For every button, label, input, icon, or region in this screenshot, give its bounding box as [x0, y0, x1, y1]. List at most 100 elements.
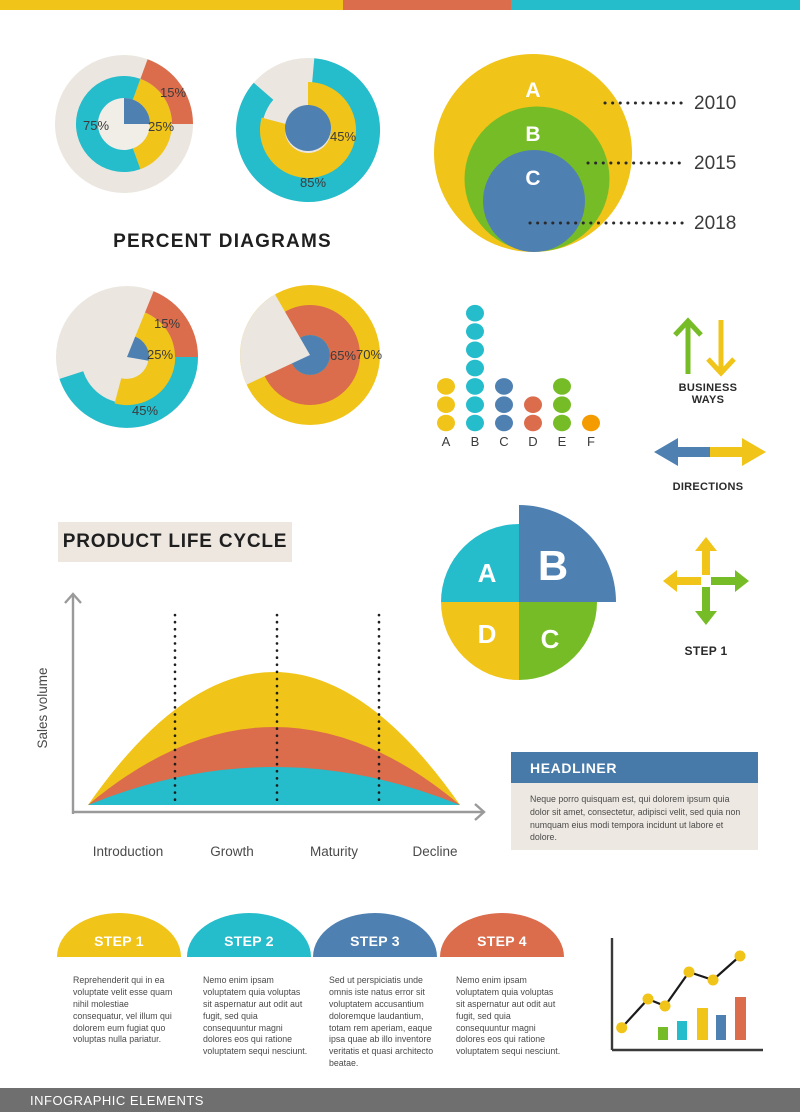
quadrant-circle-chart: A B C D	[441, 505, 616, 680]
step3-text: Sed ut perspiciatis unde omnis iste natu…	[329, 975, 434, 1069]
cross-arrow-right-icon	[711, 570, 749, 592]
plc-ylabel: Sales volume	[35, 667, 50, 748]
nested-circles-chart: A B C	[434, 54, 687, 252]
step4-text: Nemo enim ipsam voluptatem quia voluptas…	[456, 975, 561, 1057]
step1-dome: STEP 1	[57, 913, 181, 957]
step4-dome: STEP 4	[440, 913, 564, 957]
dot-column-d	[524, 396, 542, 432]
year-2010: 2010	[694, 93, 737, 114]
quadrant-label-d: D	[478, 619, 497, 649]
business-ways-label: BUSINESS WAYS	[678, 382, 738, 406]
step-card-2: STEP 2 Nemo enim ipsam voluptatem quia v…	[187, 913, 311, 1058]
donut3-red-arc	[145, 291, 198, 357]
step1-title: STEP 1	[94, 933, 144, 949]
trend-axes	[610, 938, 763, 1052]
donut3-label-45: 45%	[132, 403, 158, 418]
donut-chart-3: 15% 25% 45%	[56, 286, 198, 428]
year-2015: 2015	[694, 153, 737, 174]
product-life-cycle-chart: Sales volume Introduction Growth Maturit…	[35, 592, 486, 859]
dot-column-f	[582, 414, 600, 432]
plc-stage-introduction: Introduction	[93, 844, 164, 859]
nested-circle-c	[483, 150, 585, 252]
year-2018: 2018	[694, 213, 737, 234]
arrow-down-icon	[706, 320, 736, 377]
donut1-yellow-arc	[132, 78, 172, 170]
footer-title: INFOGRAPHIC ELEMENTS	[30, 1092, 204, 1108]
headliner-body: Neque porro quisquam est, qui dolorem ip…	[511, 783, 758, 850]
plc-stage-decline: Decline	[412, 844, 457, 859]
nested-label-b: B	[525, 123, 540, 146]
donut4-label-65: 65%	[330, 348, 356, 363]
trend-bars	[658, 997, 746, 1040]
step4-title: STEP 4	[477, 933, 527, 949]
donut3-label-15: 15%	[154, 316, 180, 331]
step-card-1: STEP 1 Reprehenderit qui in ea voluptate…	[57, 913, 181, 1046]
headliner-title: HEADLINER	[530, 759, 618, 776]
quadrant-label-c: C	[541, 624, 560, 654]
donut4-beige-wedge	[240, 294, 310, 385]
cross-arrow-up-icon	[695, 537, 717, 575]
quadrant-b	[519, 505, 616, 602]
directions-label: DIRECTIONS	[672, 481, 744, 493]
step-card-4: STEP 4 Nemo enim ipsam voluptatem quia v…	[440, 913, 564, 1058]
donut2-label-85: 85%	[300, 175, 326, 190]
dot-column-chart: A B C D E F	[437, 304, 600, 449]
donut3-yellow-arc	[114, 312, 176, 406]
trend-line-markers	[616, 950, 746, 1034]
trend-mini-chart	[610, 938, 763, 1052]
dot-column-c	[495, 378, 513, 432]
footer-bar: INFOGRAPHIC ELEMENTS	[0, 1088, 800, 1112]
donut1-red-arc	[140, 59, 193, 125]
donut1-teal-arc	[75, 76, 141, 172]
business-ways-arrows	[673, 317, 736, 377]
plc-stage-maturity: Maturity	[310, 844, 358, 859]
arrow-left-icon	[654, 438, 710, 466]
dot-cat-c: C	[499, 434, 508, 449]
step3-dome: STEP 3	[313, 913, 437, 957]
arrow-right-icon	[710, 438, 766, 466]
directions-arrow	[654, 438, 766, 466]
nested-label-a: A	[525, 79, 540, 102]
step1-text: Reprehenderit qui in ea voluptate velit …	[73, 975, 173, 1045]
donut3-label-25: 25%	[147, 347, 173, 362]
dot-cat-e: E	[558, 434, 567, 449]
dot-column-a	[437, 378, 455, 432]
donut-chart-4: 65% 70%	[240, 285, 382, 425]
quadrant-label-b: B	[538, 542, 568, 589]
nested-label-c: C	[525, 167, 540, 190]
dot-cat-d: D	[528, 434, 537, 449]
percent-diagrams-heading: PERCENT DIAGRAMS	[113, 231, 332, 252]
step2-title: STEP 2	[224, 933, 274, 949]
donut1-label-75: 75%	[83, 118, 109, 133]
step-card-3: STEP 3 Sed ut perspiciatis unde omnis is…	[313, 913, 437, 1070]
headliner-header: HEADLINER	[511, 752, 758, 783]
plc-axes	[64, 592, 486, 821]
donut1-label-15: 15%	[160, 85, 186, 100]
donut2-yellow-arc	[259, 82, 356, 178]
dot-column-b	[466, 304, 484, 432]
donut-chart-1: 75% 25% 15%	[55, 55, 193, 193]
donut2-label-45: 45%	[330, 129, 356, 144]
step2-dome: STEP 2	[187, 913, 311, 957]
plc-stage-growth: Growth	[210, 844, 254, 859]
donut4-label-70: 70%	[356, 347, 382, 362]
top-bar-yellow	[0, 0, 343, 10]
cross-arrow-left-icon	[663, 570, 701, 592]
donut2-blue-center	[285, 105, 331, 151]
top-bar-teal	[511, 0, 800, 10]
dot-cat-b: B	[471, 434, 480, 449]
top-bar-red	[343, 0, 511, 10]
step2-text: Nemo enim ipsam voluptatem quia voluptas…	[203, 975, 308, 1057]
cross-arrow-down-icon	[695, 587, 717, 625]
cross-step-label: STEP 1	[684, 644, 728, 658]
dot-cat-f: F	[587, 434, 595, 449]
donut1-blue-wedge	[124, 98, 150, 124]
quadrant-c	[519, 602, 597, 680]
donut1-label-25: 25%	[148, 119, 174, 134]
quadrant-label-a: A	[478, 558, 497, 588]
plc-area-inner	[88, 767, 460, 805]
donut3-teal-arc	[59, 357, 198, 428]
quadrant-d	[441, 602, 519, 680]
trend-line	[620, 955, 741, 1029]
